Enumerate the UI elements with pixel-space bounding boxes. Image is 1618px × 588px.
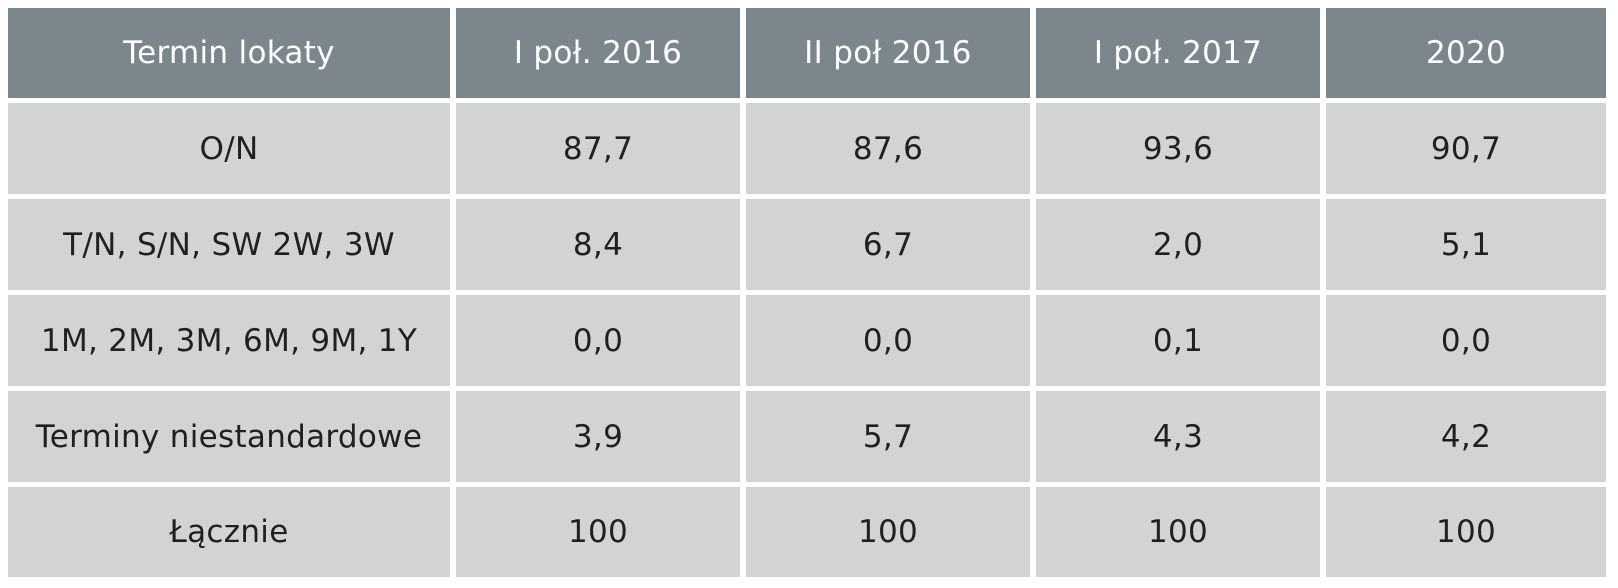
table-cell: 2,0 [1036,199,1320,290]
row-label: Łącznie [8,487,450,577]
table-cell: 100 [1326,487,1606,577]
table-cell: 5,7 [746,391,1030,482]
row-label: O/N [8,103,450,194]
table-cell: 87,6 [746,103,1030,194]
deposit-terms-table: Termin lokaty I poł. 2016 II poł 2016 I … [8,8,1610,577]
table-cell: 87,7 [456,103,740,194]
header-cell-h2-2016: II poł 2016 [746,8,1030,98]
table-cell: 4,3 [1036,391,1320,482]
table-cell: 8,4 [456,199,740,290]
header-cell-term: Termin lokaty [8,8,450,98]
table-cell: 0,0 [456,295,740,386]
table-cell: 4,2 [1326,391,1606,482]
table-cell: 6,7 [746,199,1030,290]
table-cell: 100 [746,487,1030,577]
table-cell: 93,6 [1036,103,1320,194]
table-cell: 3,9 [456,391,740,482]
table-cell: 0,0 [1326,295,1606,386]
table-cell: 100 [1036,487,1320,577]
header-cell-h1-2016: I poł. 2016 [456,8,740,98]
table-cell: 0,1 [1036,295,1320,386]
table-cell: 90,7 [1326,103,1606,194]
row-label: T/N, S/N, SW 2W, 3W [8,199,450,290]
header-cell-h1-2017: I poł. 2017 [1036,8,1320,98]
row-label: Terminy niestandardowe [8,391,450,482]
table-cell: 0,0 [746,295,1030,386]
table-cell: 5,1 [1326,199,1606,290]
table-cell: 100 [456,487,740,577]
row-label: 1M, 2M, 3M, 6M, 9M, 1Y [8,295,450,386]
header-cell-2020: 2020 [1326,8,1606,98]
